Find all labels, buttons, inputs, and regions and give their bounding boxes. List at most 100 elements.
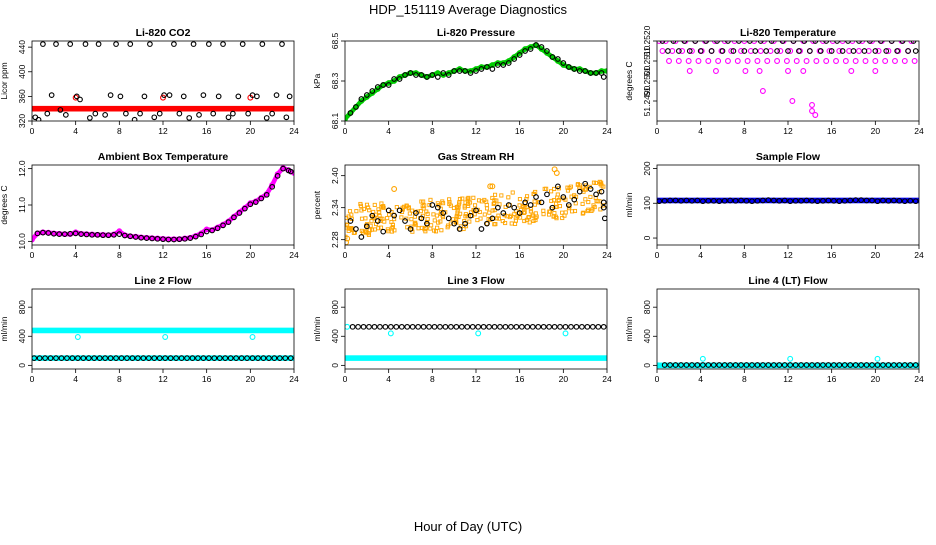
data-point xyxy=(513,323,520,330)
y-axis-label: kPa xyxy=(312,73,322,88)
data-point xyxy=(823,58,830,64)
data-point xyxy=(812,112,819,118)
y-tick-label: 68.3 xyxy=(330,72,340,89)
data-point xyxy=(458,323,465,330)
data-point xyxy=(730,48,737,54)
data-point xyxy=(600,199,607,206)
data-point xyxy=(247,201,254,208)
data-layer xyxy=(657,41,919,118)
data-point xyxy=(40,229,46,236)
data-point xyxy=(896,362,903,368)
data-layer xyxy=(345,166,607,245)
data-point xyxy=(424,220,430,227)
data-point xyxy=(814,362,821,368)
data-point xyxy=(131,116,138,121)
data-point xyxy=(830,197,837,204)
data-point xyxy=(436,220,441,225)
data-point xyxy=(371,323,378,330)
x-tick-label: 8 xyxy=(742,126,747,136)
data-point xyxy=(412,221,417,226)
data-point xyxy=(882,58,889,64)
data-point xyxy=(286,93,293,100)
data-point xyxy=(80,355,87,361)
data-point xyxy=(538,46,545,52)
data-point xyxy=(45,230,52,236)
data-point xyxy=(456,68,463,74)
data-point xyxy=(738,197,744,204)
data-point xyxy=(399,215,404,220)
data-point xyxy=(587,186,594,192)
data-point xyxy=(463,214,468,219)
x-tick-label: 12 xyxy=(471,374,481,384)
data-point xyxy=(345,235,351,242)
data-point xyxy=(42,355,48,361)
data-point xyxy=(863,197,870,204)
data-point xyxy=(516,52,523,58)
x-tick-label: 24 xyxy=(602,374,612,384)
data-point xyxy=(187,235,194,241)
y-tick-label: 11.0 xyxy=(17,197,27,213)
data-point xyxy=(697,48,704,54)
data-point xyxy=(385,227,390,232)
data-point xyxy=(117,93,124,100)
data-point xyxy=(353,104,359,110)
data-point xyxy=(774,58,781,64)
data-point xyxy=(593,191,599,198)
x-tick-label: 0 xyxy=(655,250,660,260)
x-tick-label: 0 xyxy=(655,374,660,384)
data-point xyxy=(184,355,190,361)
data-point xyxy=(494,60,501,66)
data-point xyxy=(792,362,799,368)
data-point xyxy=(527,220,532,225)
x-tick-label: 8 xyxy=(117,374,122,384)
data-point xyxy=(770,41,777,44)
y-axis-label: percent xyxy=(312,190,322,219)
data-point xyxy=(891,197,897,204)
data-point xyxy=(161,92,167,99)
data-point xyxy=(74,334,81,340)
data-point xyxy=(377,209,382,215)
data-point xyxy=(478,216,483,221)
figure-title: HDP_151119 Average Diagnostics xyxy=(369,2,568,17)
data-point xyxy=(475,330,482,337)
data-point xyxy=(428,226,433,231)
data-point xyxy=(708,48,715,54)
data-point xyxy=(283,114,290,121)
data-point xyxy=(345,225,349,230)
data-point xyxy=(263,115,270,121)
data-point xyxy=(743,197,750,204)
data-point xyxy=(407,70,414,76)
data-point xyxy=(875,48,882,54)
data-point xyxy=(657,41,663,44)
plot-frame xyxy=(656,164,920,246)
data-point xyxy=(507,215,512,220)
data-point xyxy=(484,206,490,211)
data-point xyxy=(686,68,693,74)
data-point xyxy=(511,54,518,60)
x-tick-label: 8 xyxy=(117,126,122,136)
data-point xyxy=(40,41,46,47)
data-point xyxy=(526,214,531,220)
y-axis-label: ml/min xyxy=(624,316,634,341)
data-point xyxy=(448,323,454,330)
data-point xyxy=(513,215,518,220)
x-tick-label: 20 xyxy=(559,250,569,260)
data-point xyxy=(431,212,436,217)
data-point xyxy=(874,362,881,368)
data-point xyxy=(529,323,536,330)
data-point xyxy=(440,210,447,216)
chart-title: Line 4 (LT) Flow xyxy=(748,275,828,287)
data-point xyxy=(363,92,370,98)
data-point xyxy=(260,355,267,361)
data-point xyxy=(391,76,397,82)
data-point xyxy=(842,58,849,64)
data-point xyxy=(121,232,128,239)
x-tick-label: 20 xyxy=(246,250,256,260)
data-point xyxy=(883,48,890,54)
x-tick-label: 12 xyxy=(158,374,168,384)
data-point xyxy=(901,362,908,368)
data-point xyxy=(513,221,518,226)
data-point xyxy=(589,323,596,330)
data-point xyxy=(445,215,452,222)
y-tick-label: 800 xyxy=(330,300,340,314)
